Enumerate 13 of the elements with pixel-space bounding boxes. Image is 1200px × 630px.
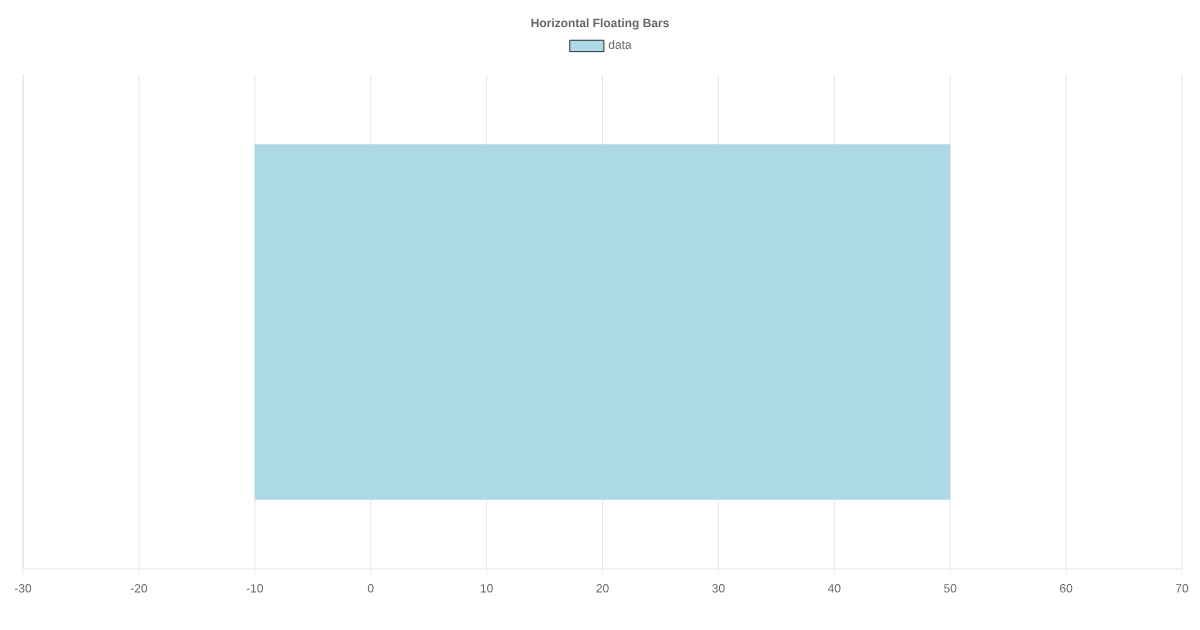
x-tick-label: 60 <box>1060 584 1073 593</box>
x-tick-label: 30 <box>712 584 725 593</box>
x-tick-label: 10 <box>480 584 493 593</box>
x-tick-label: 0 <box>367 584 374 593</box>
x-tick-label: 20 <box>596 584 609 593</box>
chart-title: Horizontal Floating Bars <box>531 18 669 30</box>
x-tick-label: 40 <box>827 584 841 593</box>
x-tick-label: -20 <box>130 584 148 593</box>
x-tick-label: 70 <box>1175 584 1189 593</box>
x-tick-label: 50 <box>944 584 957 593</box>
x-tick-label: -30 <box>14 584 32 593</box>
legend-label: data <box>608 40 632 49</box>
x-tick-label: -10 <box>246 584 264 593</box>
